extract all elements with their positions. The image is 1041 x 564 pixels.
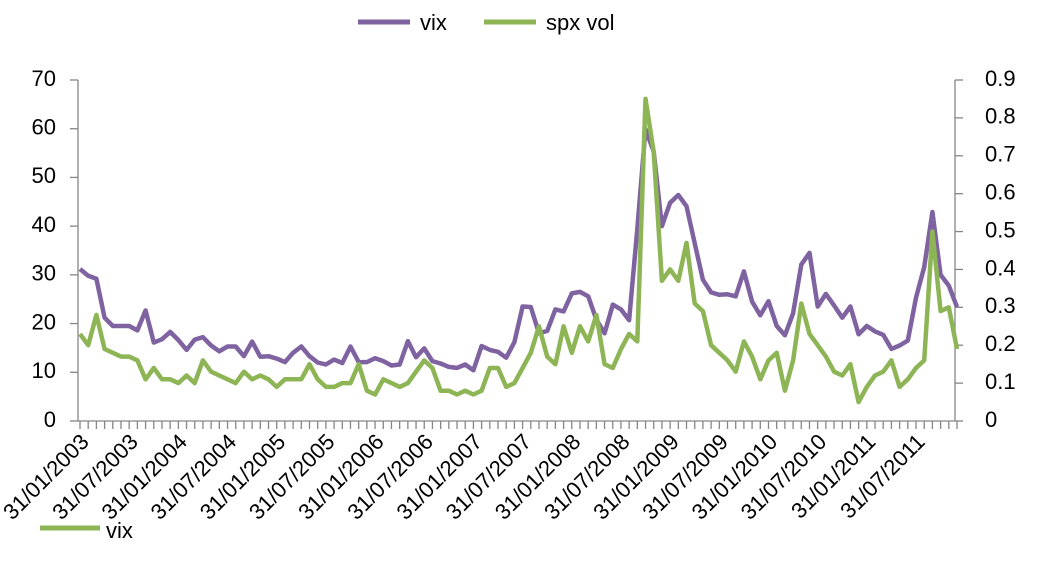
y2-tick-label: 0.5	[985, 217, 1016, 242]
y2-tick-label: 0.3	[985, 293, 1016, 318]
y2-tick-label: 0.7	[985, 142, 1016, 167]
y2-tick-label: 0.8	[985, 104, 1016, 129]
y-tick-label: 50	[32, 163, 56, 188]
y-tick-label: 70	[32, 66, 56, 91]
y-tick-label: 10	[32, 358, 56, 383]
series-line	[78, 96, 960, 405]
y-tick-label: 60	[32, 115, 56, 140]
y2-tick-label: 0.4	[985, 255, 1016, 280]
y2-tick-label: 0.9	[985, 66, 1016, 91]
stray-legend-label: vix	[106, 518, 133, 543]
y-tick-label: 30	[32, 261, 56, 286]
y-tick-label: 40	[32, 212, 56, 237]
y-tick-label: 0	[44, 407, 56, 432]
y-tick-label: 20	[32, 309, 56, 334]
y2-tick-label: 0	[985, 407, 997, 432]
legend-label: vix	[420, 10, 447, 35]
y2-tick-label: 0.6	[985, 179, 1016, 204]
series-line	[78, 126, 960, 373]
y2-tick-label: 0.2	[985, 331, 1016, 356]
y2-tick-label: 0.1	[985, 369, 1016, 394]
legend-label: spx vol	[546, 10, 614, 35]
